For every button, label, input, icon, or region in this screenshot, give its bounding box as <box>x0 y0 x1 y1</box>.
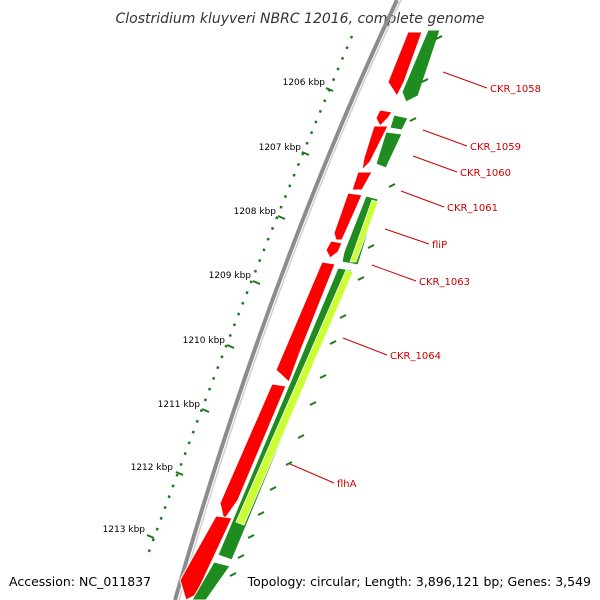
reverse-strand-genes <box>191 29 441 600</box>
gene-label-ckr-1058[interactable]: CKR_1058 <box>490 84 541 95</box>
gene-arrow <box>389 114 409 131</box>
gene-arrow <box>387 31 423 98</box>
genome-backbone <box>173 0 399 600</box>
gene-label-flha[interactable]: flhA <box>337 479 357 490</box>
ruler-label: 1206 kbp <box>283 78 326 88</box>
gene-arrow <box>361 125 389 172</box>
gene-arrow <box>375 131 403 169</box>
gene-arrow <box>179 515 233 600</box>
genome-summary-text: Topology: circular; Length: 3,896,121 bp… <box>247 574 591 589</box>
gene-label-leaders <box>289 71 488 484</box>
ruler-label: 1211 kbp <box>158 400 201 410</box>
gene-arrow <box>191 561 231 600</box>
gene-label-ckr-1064[interactable]: CKR_1064 <box>390 351 441 362</box>
ruler-label: 1208 kbp <box>234 207 277 217</box>
forward-strand-genes <box>179 31 423 600</box>
gene-arrow <box>351 171 373 191</box>
ruler-label: 1213 kbp <box>103 525 146 535</box>
gene-label-ckr-1060[interactable]: CKR_1060 <box>460 168 511 179</box>
gene-label-ckr-1061[interactable]: CKR_1061 <box>447 203 498 214</box>
gene-arrow <box>375 109 393 127</box>
gene-arrow <box>235 269 354 526</box>
gene-arrow <box>219 383 287 522</box>
ruler-label: 1207 kbp <box>259 143 302 153</box>
ruler-labels: 1206 kbp 1207 kbp 1208 kbp 1209 kbp 1210… <box>103 78 326 535</box>
gene-arrow <box>333 192 363 241</box>
ruler-label: 1210 kbp <box>183 336 226 346</box>
skew-ticks <box>229 35 443 577</box>
gene-arrow <box>325 240 343 259</box>
map-title: Clostridium kluyveri NBRC 12016, complet… <box>115 11 484 27</box>
gene-label-flip[interactable]: fliP <box>432 240 447 251</box>
gene-arrow <box>275 261 336 383</box>
ruler-label: 1209 kbp <box>209 271 252 281</box>
gene-labels: CKR_1058 CKR_1059 CKR_1060 CKR_1061 fliP… <box>337 84 541 490</box>
gene-label-ckr-1063[interactable]: CKR_1063 <box>419 277 470 288</box>
ruler-major-ticks <box>146 87 334 539</box>
gene-arrow <box>401 29 441 103</box>
accession-text: Accession: NC_011837 <box>9 574 151 589</box>
gene-label-ckr-1059[interactable]: CKR_1059 <box>470 142 521 153</box>
genome-backbone-shadow <box>178 0 402 600</box>
highlighted-genes <box>235 199 379 526</box>
gene-arrow <box>349 199 379 263</box>
ruler-label: 1212 kbp <box>131 463 174 473</box>
